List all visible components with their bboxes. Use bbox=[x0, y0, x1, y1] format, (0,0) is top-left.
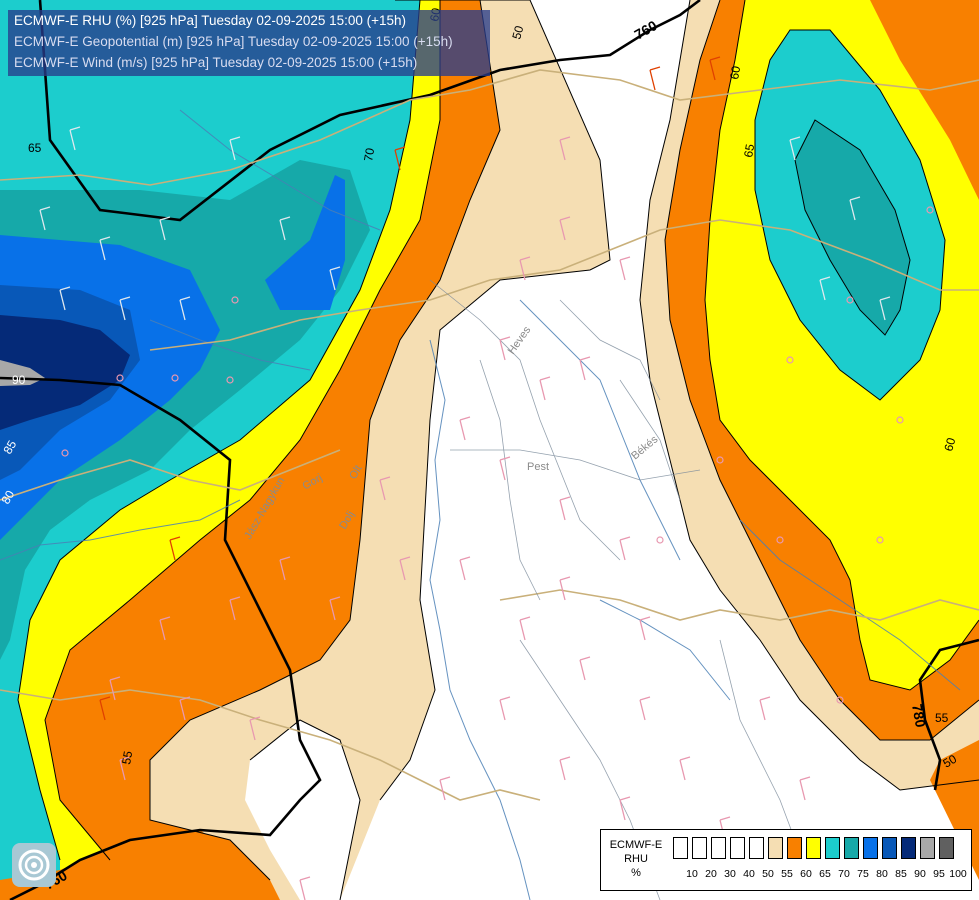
country-borders bbox=[0, 69, 979, 801]
legend-swatch bbox=[920, 837, 935, 859]
legend-tick-label: 75 bbox=[857, 868, 869, 880]
label-60-right: 60 bbox=[941, 436, 958, 453]
legend-tick-label: 40 bbox=[743, 868, 755, 880]
ecmwf-logo-icon bbox=[12, 843, 56, 887]
title-wind: ECMWF-E Wind (m/s) [925 hPa] Tuesday 02-… bbox=[14, 55, 418, 70]
legend-swatch bbox=[825, 837, 840, 859]
legend-tick-label: 95 bbox=[933, 868, 945, 880]
legend-tick-label: 85 bbox=[895, 868, 907, 880]
legend-tick-label: 55 bbox=[781, 868, 793, 880]
label-50-top: 50 bbox=[509, 24, 526, 41]
calm-wind-circles bbox=[61, 206, 934, 704]
rh-90-band-left bbox=[0, 315, 130, 430]
label-55-bottom: 55 bbox=[119, 750, 135, 766]
legend-swatch bbox=[711, 837, 726, 859]
legend-tick-label: 50 bbox=[762, 868, 774, 880]
legend-swatch bbox=[806, 837, 821, 859]
label-70: 70 bbox=[361, 147, 377, 163]
legend-title-variable: RHU bbox=[624, 853, 648, 865]
label-65-left: 65 bbox=[28, 141, 42, 155]
legend-swatch bbox=[749, 837, 764, 859]
label-85-left: 85 bbox=[0, 438, 19, 457]
legend-swatch bbox=[882, 837, 897, 859]
wind-barbs-pink bbox=[109, 136, 811, 900]
legend-tick-label: 70 bbox=[838, 868, 850, 880]
legend-swatch bbox=[787, 837, 802, 859]
legend-swatch bbox=[730, 837, 745, 859]
legend-swatch bbox=[863, 837, 878, 859]
label-65-right: 65 bbox=[741, 143, 757, 159]
label-55-right: 55 bbox=[935, 711, 949, 725]
legend-tick-label: 60 bbox=[800, 868, 812, 880]
rivers bbox=[0, 109, 961, 900]
title-rhu: ECMWF-E RHU (%) [925 hPa] Tuesday 02-09-… bbox=[14, 13, 407, 28]
rh-contours bbox=[17, 0, 979, 900]
region-pest: Pest bbox=[527, 461, 549, 473]
legend-tick-label: 100 bbox=[949, 868, 967, 880]
legend-tick-label: 20 bbox=[705, 868, 717, 880]
legend-swatch bbox=[768, 837, 783, 859]
rh-below-50-pocket-sw bbox=[245, 720, 360, 900]
legend-title: ECMWF-E RHU % bbox=[605, 838, 667, 880]
legend-title-model: ECMWF-E bbox=[609, 839, 663, 851]
rh-80-tongue bbox=[265, 175, 345, 310]
legend-title-unit: % bbox=[631, 867, 641, 879]
rh-75-band-right bbox=[795, 120, 910, 335]
rh-60-band-sw bbox=[0, 830, 260, 900]
label-60-right-top: 60 bbox=[727, 65, 743, 81]
legend-swatch bbox=[939, 837, 954, 859]
legend-swatch bbox=[673, 837, 688, 859]
wind-barbs-orange bbox=[99, 56, 721, 721]
color-legend: ECMWF-E RHU % 10 20 30 40 50 55 60 65 70 75 80 85 90… bbox=[600, 829, 972, 891]
label-780: 780 bbox=[909, 703, 929, 729]
legend-tick-label: 80 bbox=[876, 868, 888, 880]
legend-tick-label: 10 bbox=[686, 868, 698, 880]
title-geopotential: ECMWF-E Geopotential (m) [925 hPa] Tuesd… bbox=[14, 34, 453, 49]
legend-tick-label: 30 bbox=[724, 868, 736, 880]
legend-swatch bbox=[844, 837, 859, 859]
legend-tick-label: 65 bbox=[819, 868, 831, 880]
legend-swatch bbox=[692, 837, 707, 859]
wind-barbs-light bbox=[39, 126, 891, 321]
map-title-box: ECMWF-E RHU (%) [925 hPa] Tuesday 02-09-… bbox=[8, 10, 490, 76]
label-90-left: 90 bbox=[12, 373, 26, 387]
legend-swatch bbox=[901, 837, 916, 859]
legend-tick-label: 90 bbox=[914, 868, 926, 880]
label-50-right: 50 bbox=[941, 752, 960, 771]
